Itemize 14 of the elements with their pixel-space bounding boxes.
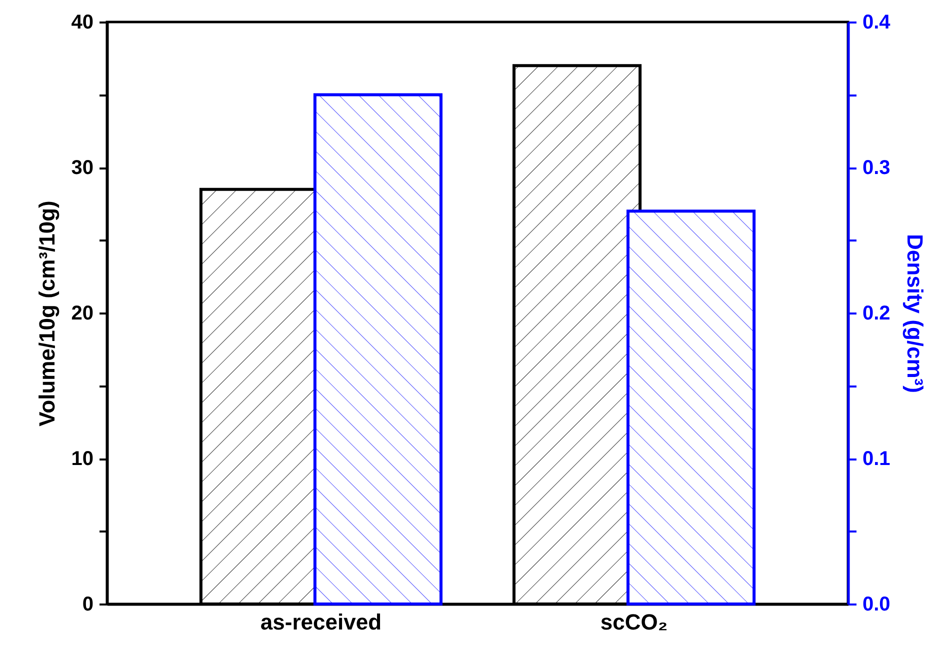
- x-tick-label: scCO₂: [600, 610, 668, 634]
- y-tick-label: 30: [71, 157, 94, 179]
- y-tick-label: 0: [82, 594, 94, 616]
- y2-tick-label: 0.2: [862, 302, 890, 324]
- x-tick-label: as-received: [260, 610, 382, 634]
- y-axis-title: Volume/10g (cm³/10g): [34, 200, 60, 426]
- y-tick-label: 40: [71, 12, 94, 34]
- y2-tick-label: 0.1: [862, 448, 890, 470]
- y2-tick-label: 0.0: [862, 594, 890, 616]
- y-tick-label: 10: [71, 448, 94, 470]
- y2-axis-title: Density (g/cm³): [902, 234, 928, 393]
- y-tick-label: 20: [71, 302, 94, 324]
- y2-tick-label: 0.4: [862, 12, 892, 34]
- y2-tick-label: 0.3: [862, 157, 890, 179]
